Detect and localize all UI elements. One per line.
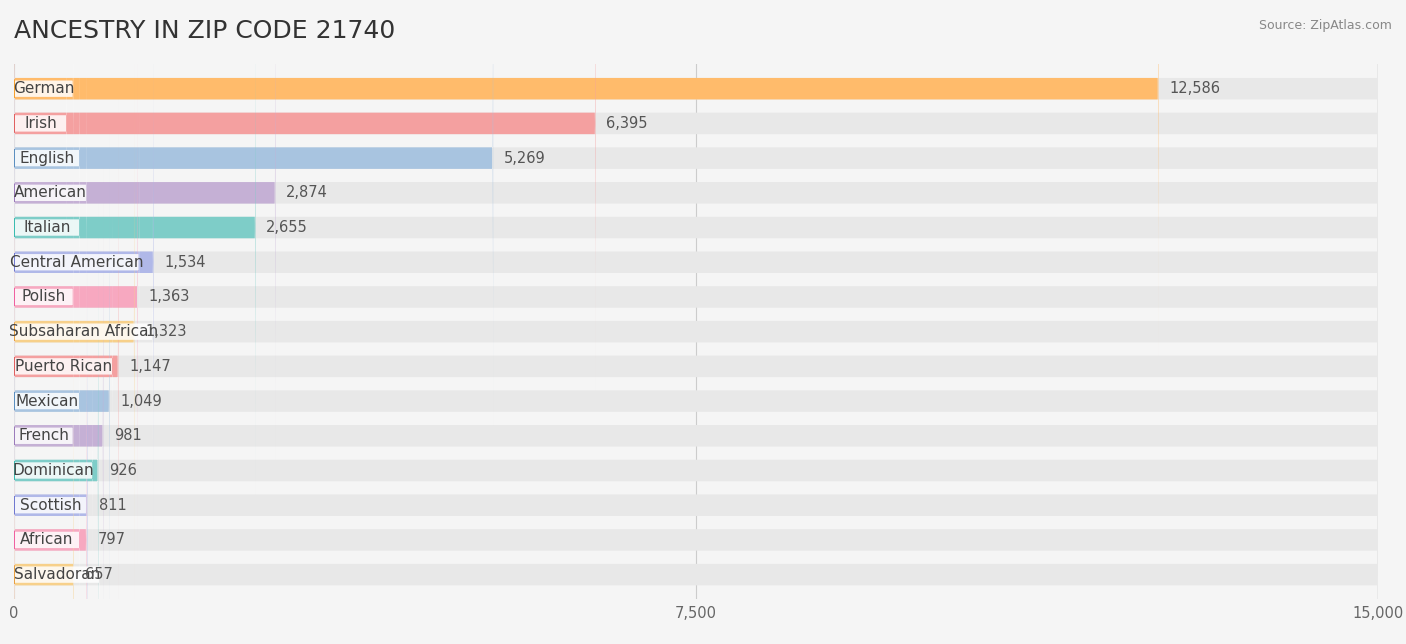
Text: 811: 811 <box>98 498 127 513</box>
FancyBboxPatch shape <box>14 62 80 393</box>
FancyBboxPatch shape <box>14 99 118 633</box>
Text: 1,147: 1,147 <box>129 359 172 374</box>
FancyBboxPatch shape <box>14 204 98 644</box>
FancyBboxPatch shape <box>14 375 80 644</box>
FancyBboxPatch shape <box>14 340 86 644</box>
Text: French: French <box>18 428 69 443</box>
FancyBboxPatch shape <box>14 204 1378 644</box>
Text: 1,323: 1,323 <box>145 324 187 339</box>
Text: German: German <box>13 81 75 96</box>
Text: Source: ZipAtlas.com: Source: ZipAtlas.com <box>1258 19 1392 32</box>
FancyBboxPatch shape <box>14 308 73 644</box>
FancyBboxPatch shape <box>14 409 100 644</box>
FancyBboxPatch shape <box>14 0 494 425</box>
FancyBboxPatch shape <box>14 30 138 564</box>
FancyBboxPatch shape <box>14 97 139 428</box>
FancyBboxPatch shape <box>14 273 87 644</box>
Text: Italian: Italian <box>24 220 70 235</box>
Text: 1,049: 1,049 <box>121 393 162 408</box>
Text: 6,395: 6,395 <box>606 116 648 131</box>
FancyBboxPatch shape <box>14 0 80 323</box>
FancyBboxPatch shape <box>14 134 110 644</box>
FancyBboxPatch shape <box>14 0 1378 495</box>
FancyBboxPatch shape <box>14 65 1378 598</box>
Text: Subsaharan African: Subsaharan African <box>8 324 157 339</box>
Text: English: English <box>20 151 75 166</box>
FancyBboxPatch shape <box>14 305 93 636</box>
Text: 797: 797 <box>97 533 125 547</box>
FancyBboxPatch shape <box>14 0 1378 390</box>
Text: Irish: Irish <box>24 116 56 131</box>
FancyBboxPatch shape <box>14 99 1378 633</box>
Text: Dominican: Dominican <box>13 463 94 478</box>
FancyBboxPatch shape <box>14 131 73 462</box>
FancyBboxPatch shape <box>14 0 1378 529</box>
FancyBboxPatch shape <box>14 0 153 529</box>
FancyBboxPatch shape <box>14 30 1378 564</box>
FancyBboxPatch shape <box>14 28 86 358</box>
FancyBboxPatch shape <box>14 65 135 598</box>
FancyBboxPatch shape <box>14 270 73 601</box>
Text: 981: 981 <box>114 428 142 443</box>
FancyBboxPatch shape <box>14 273 1378 644</box>
FancyBboxPatch shape <box>14 0 276 460</box>
Text: Central American: Central American <box>10 255 143 270</box>
Text: 657: 657 <box>84 567 112 582</box>
Text: 2,874: 2,874 <box>287 185 328 200</box>
FancyBboxPatch shape <box>14 0 66 289</box>
Text: 2,655: 2,655 <box>266 220 308 235</box>
Text: 5,269: 5,269 <box>503 151 546 166</box>
Text: 1,534: 1,534 <box>165 255 205 270</box>
Text: American: American <box>14 185 87 200</box>
Text: ANCESTRY IN ZIP CODE 21740: ANCESTRY IN ZIP CODE 21740 <box>14 19 395 43</box>
FancyBboxPatch shape <box>14 134 1378 644</box>
FancyBboxPatch shape <box>14 0 596 390</box>
Text: Salvadoran: Salvadoran <box>14 567 100 582</box>
FancyBboxPatch shape <box>14 238 1378 644</box>
Text: Scottish: Scottish <box>20 498 82 513</box>
FancyBboxPatch shape <box>14 0 1378 460</box>
FancyBboxPatch shape <box>14 0 1159 355</box>
FancyBboxPatch shape <box>14 236 80 567</box>
Text: 1,363: 1,363 <box>149 289 190 305</box>
FancyBboxPatch shape <box>14 166 152 497</box>
FancyBboxPatch shape <box>14 0 256 495</box>
Text: Mexican: Mexican <box>15 393 79 408</box>
Text: 926: 926 <box>110 463 136 478</box>
Text: African: African <box>20 533 73 547</box>
FancyBboxPatch shape <box>14 0 73 254</box>
Text: 12,586: 12,586 <box>1170 81 1220 96</box>
FancyBboxPatch shape <box>14 169 103 644</box>
FancyBboxPatch shape <box>14 308 1378 644</box>
Text: Polish: Polish <box>21 289 66 305</box>
FancyBboxPatch shape <box>14 0 1378 355</box>
FancyBboxPatch shape <box>14 169 1378 644</box>
FancyBboxPatch shape <box>14 238 87 644</box>
Text: Puerto Rican: Puerto Rican <box>15 359 112 374</box>
FancyBboxPatch shape <box>14 201 112 532</box>
FancyBboxPatch shape <box>14 0 1378 425</box>
